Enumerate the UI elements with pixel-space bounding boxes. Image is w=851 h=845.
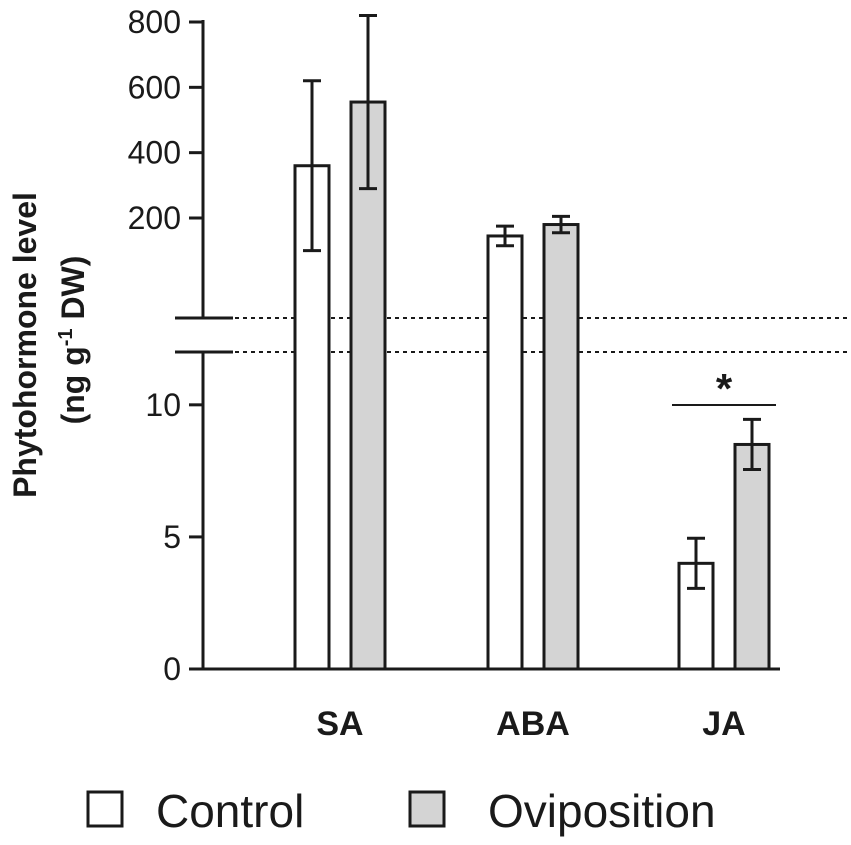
legend-label-control: Control (156, 785, 304, 837)
x-tick-label-aba: ABA (496, 705, 570, 743)
legend-label-oviposition: Oviposition (488, 785, 716, 837)
legend-swatch-oviposition (408, 790, 446, 828)
bar-control-sa (293, 164, 331, 671)
y-axis-title-unit: (ng g-1 DW) (55, 256, 91, 425)
significance-star: * (716, 365, 733, 412)
bar-oviposition-ja (733, 442, 771, 671)
bar-control-aba (486, 234, 524, 671)
y-axis-unit-sup: -1 (55, 328, 77, 346)
y-tick-label: 400 (128, 135, 181, 171)
y-tick-label: 200 (128, 200, 181, 236)
y-tick-label: 5 (163, 519, 181, 555)
x-tick-label-sa: SA (316, 705, 363, 743)
y-axis-title-main: Phytohormone level (7, 192, 43, 498)
y-axis-unit-prefix: (ng g (55, 346, 91, 424)
y-axis-title: Phytohormone level (ng g-1 DW) (7, 192, 91, 498)
bars: * (293, 13, 776, 671)
y-tick-label: 800 (128, 4, 181, 40)
x-tick-label-ja: JA (702, 705, 745, 743)
legend: Control Oviposition (86, 785, 716, 837)
bar-control-ja (677, 561, 715, 671)
axis-labels: 800 600 400 200 10 5 0 SA ABA JA (128, 4, 746, 743)
legend-swatch-control (86, 790, 124, 828)
y-tick-label: 10 (145, 387, 181, 423)
bar-oviposition-sa (349, 100, 387, 671)
bar-oviposition-aba (542, 223, 580, 671)
y-tick-label: 0 (163, 651, 181, 687)
y-axis-unit-suffix: DW) (55, 256, 91, 329)
y-tick-label: 600 (128, 69, 181, 105)
